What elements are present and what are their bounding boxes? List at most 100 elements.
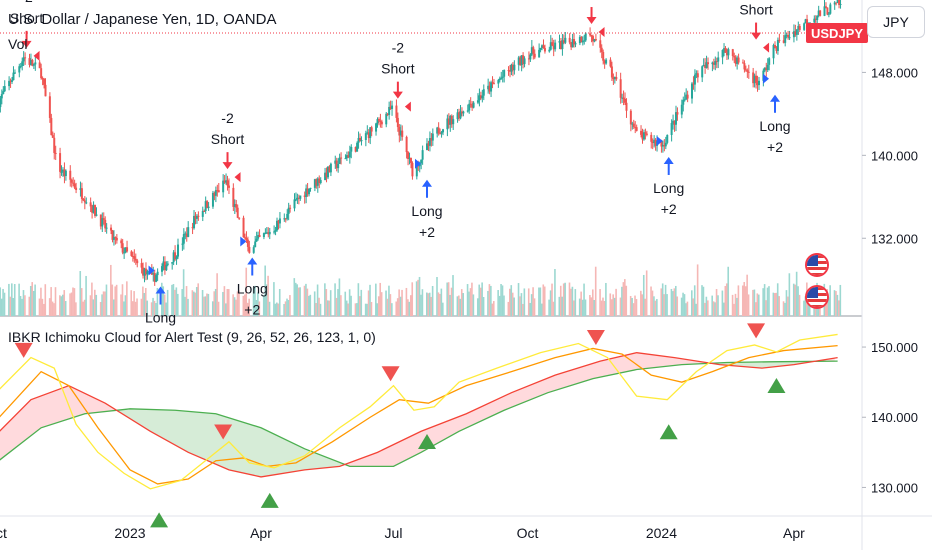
candle-body: [409, 157, 412, 163]
candle-body: [380, 121, 383, 125]
tenkan-line: [0, 333, 838, 490]
us-flag-icon[interactable]: [805, 285, 829, 309]
volume-bar: [570, 288, 572, 316]
candle-body: [144, 268, 147, 275]
volume-bar: [776, 283, 779, 316]
volume-bar: [644, 298, 647, 316]
volume-bar: [126, 281, 128, 316]
candle-body: [32, 64, 35, 66]
candles-layer: [0, 0, 842, 286]
candle-body: [407, 152, 410, 160]
volume-bar: [452, 275, 454, 316]
candle-body: [201, 210, 204, 217]
volume-bar: [619, 297, 622, 316]
candle-body: [359, 137, 362, 142]
volume-bar: [112, 299, 115, 316]
volume-bar: [573, 300, 575, 316]
volume-bar: [162, 286, 165, 316]
currency-button[interactable]: JPY: [867, 6, 925, 38]
volume-bar: [707, 300, 709, 316]
volume-bar: [146, 300, 149, 316]
alert-down-marker: [214, 424, 233, 440]
volume-bar: [40, 287, 42, 316]
candle-body: [18, 66, 21, 73]
us-flag-icon[interactable]: [805, 253, 829, 277]
candle-body: [398, 127, 401, 136]
candle-body: [835, 2, 838, 4]
volume-bar: [642, 274, 645, 316]
volume-bar: [318, 297, 320, 316]
candle-body: [2, 91, 5, 95]
candle-body: [717, 57, 720, 62]
candle-body: [549, 42, 552, 50]
signal-label: -2: [392, 40, 405, 56]
volume-bar: [22, 290, 25, 316]
volume-bar: [539, 287, 542, 316]
volume-bar: [439, 293, 441, 316]
y-tick-label: 140.000: [871, 410, 918, 425]
volume-bar: [34, 284, 36, 316]
volume-bar: [177, 293, 179, 316]
volume-bar: [491, 303, 494, 316]
volume-bar: [488, 284, 491, 316]
long-arrow-head: [422, 179, 432, 187]
candle-body: [804, 19, 807, 24]
candle-body: [704, 64, 707, 68]
volume-bar: [415, 281, 418, 316]
volume-bar: [599, 289, 601, 316]
candle-body: [238, 217, 241, 219]
volume-bar: [568, 282, 571, 316]
volume-bar: [380, 292, 383, 316]
alert-down-marker: [747, 323, 766, 339]
volume-bar: [385, 290, 387, 316]
candle-body: [763, 67, 766, 71]
signal-label: +2: [661, 201, 677, 217]
volume-bar: [501, 285, 504, 316]
volume-bar: [277, 303, 280, 316]
volume-bar: [193, 291, 195, 316]
candle-body: [798, 25, 801, 30]
candle-body: [610, 66, 613, 78]
volume-bar: [765, 300, 767, 316]
volume-bar: [94, 289, 96, 316]
volume-bar: [197, 283, 199, 316]
candle-body: [439, 133, 442, 135]
candle-body: [590, 35, 593, 37]
candle-body: [85, 202, 88, 204]
candle-body: [661, 145, 664, 147]
volume-bar: [83, 299, 86, 316]
candle-body: [551, 42, 554, 46]
candle-body: [174, 252, 177, 260]
candle-body: [573, 39, 576, 45]
candle-body: [114, 237, 117, 239]
volume-bar: [564, 282, 566, 316]
volume-bar: [11, 283, 13, 316]
signal-label: Short: [211, 131, 245, 147]
signal-label: Long: [237, 281, 268, 297]
candle-body: [34, 62, 37, 65]
volume-bar: [478, 284, 481, 316]
volume-bar: [19, 295, 22, 316]
volume-bar: [29, 285, 32, 316]
candle-body: [53, 137, 56, 153]
volume-bar: [702, 286, 705, 316]
candle-body: [254, 241, 257, 248]
volume-bar: [104, 291, 106, 316]
volume-bar: [50, 287, 52, 316]
volume-bar: [360, 289, 363, 316]
volume-bar: [99, 301, 102, 316]
candle-body: [839, 3, 842, 5]
candle-body: [619, 79, 622, 98]
candle-body: [252, 247, 255, 253]
signal-label: Long: [653, 180, 684, 196]
candle-body: [165, 264, 168, 271]
candle-body: [340, 157, 343, 159]
candle-body: [838, 0, 841, 5]
candle-body: [609, 59, 612, 67]
volume-bar: [511, 292, 514, 316]
candle-body: [70, 179, 73, 183]
volume-bar: [674, 285, 677, 316]
volume-bar: [286, 298, 288, 316]
